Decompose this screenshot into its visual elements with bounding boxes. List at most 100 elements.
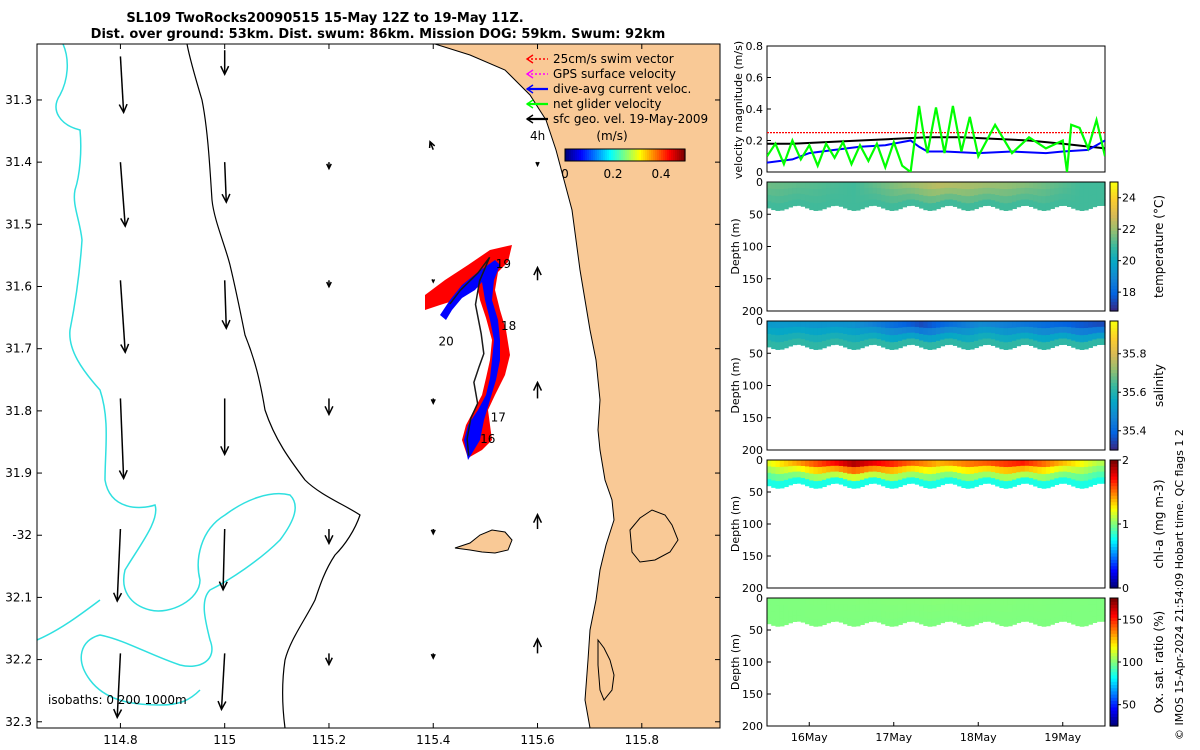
oxygen-cell xyxy=(771,604,777,613)
salinity-cell xyxy=(1037,327,1043,336)
chl-a-cell xyxy=(1024,471,1030,478)
oxygen-cell xyxy=(1003,619,1009,627)
temperature-cell xyxy=(1100,187,1106,195)
salinity-cell xyxy=(1012,321,1017,329)
oxygen-cell xyxy=(944,615,950,622)
salinity-cell xyxy=(1088,334,1093,342)
oxygen-cell xyxy=(986,609,992,616)
salinity-cell xyxy=(1016,327,1022,334)
chl-a-cell xyxy=(1041,467,1047,475)
chl-a-cell xyxy=(792,477,798,484)
velocity-series xyxy=(767,105,1105,172)
temperature-cell xyxy=(1016,200,1022,208)
temperature-cell xyxy=(965,203,971,211)
temperature-colorbar-cell xyxy=(1110,191,1118,196)
chl-a-cell xyxy=(969,480,975,489)
oxygen-cell xyxy=(868,598,874,605)
salinity-cell xyxy=(796,326,802,334)
oxygen-cell xyxy=(923,618,929,626)
salinity-cell xyxy=(1075,341,1081,350)
temperature-cell xyxy=(792,193,798,201)
oxygen-colorbar-cell xyxy=(1110,652,1118,657)
salinity-cell xyxy=(767,327,772,335)
salinity-cell xyxy=(906,332,912,340)
oxygen-cell xyxy=(1045,598,1051,606)
salinity-cell xyxy=(834,338,840,345)
temperature-cell xyxy=(1054,200,1060,208)
chl-a-cell xyxy=(1092,478,1098,485)
oxygen-cell xyxy=(847,604,853,613)
geostrophic-vectors xyxy=(112,50,543,720)
temperature-cell xyxy=(851,203,857,211)
temperature-cell xyxy=(940,188,946,195)
day-label-16: 16 xyxy=(480,432,495,446)
oxygen-cell xyxy=(796,609,802,616)
oxygen-cell xyxy=(830,609,836,617)
temperature-cell xyxy=(889,182,895,190)
speed-colorbar-cell xyxy=(589,149,592,161)
geo-vector-shaft xyxy=(119,56,125,113)
geo-vector-head xyxy=(120,343,130,355)
chl-a-cell xyxy=(851,467,857,475)
temperature-cell xyxy=(940,182,946,189)
oxygen-cell xyxy=(779,618,785,627)
oxygen-cell xyxy=(995,604,1000,612)
temperature-colorbar-cell xyxy=(1110,307,1118,312)
chl-a-cell xyxy=(936,473,941,481)
oxygen-cell xyxy=(902,604,908,611)
oxygen-cell xyxy=(1092,616,1098,623)
temperature-cell xyxy=(961,195,967,204)
temperature-cell xyxy=(1088,195,1093,203)
oxygen-cell xyxy=(1096,603,1102,611)
speed-colorbar-cell xyxy=(579,149,582,161)
oxygen-cell xyxy=(1088,598,1093,606)
temperature-cell xyxy=(872,182,878,189)
chl-a-cell xyxy=(1071,472,1077,481)
salinity-cell xyxy=(1041,321,1047,329)
geo-vector-head xyxy=(326,281,332,289)
temperature-colorbar-cell xyxy=(1110,246,1118,251)
chl-a-cell xyxy=(1045,480,1051,489)
legend-item-0: 25cm/s swim vector xyxy=(525,52,674,66)
oxygen-cell xyxy=(843,598,848,606)
temperature-cell xyxy=(936,182,941,190)
oxygen-colorbar-cell xyxy=(1110,700,1118,705)
speed-colorbar-tick-label: 0.4 xyxy=(651,167,670,181)
salinity-cell xyxy=(1054,321,1060,328)
oxygen-cell xyxy=(1028,604,1034,611)
salinity-colorbar-cell xyxy=(1110,398,1118,403)
speed-colorbar-cell xyxy=(635,149,638,161)
temperature-cell xyxy=(1071,195,1077,203)
chl-a-cell xyxy=(952,460,958,467)
oxygen-cell xyxy=(817,604,823,613)
salinity-colorbar-cell xyxy=(1110,420,1118,425)
salinity-cell xyxy=(995,334,1000,342)
chl-a-cell xyxy=(990,460,996,467)
chl-a-cell xyxy=(813,481,819,489)
salinity-cell xyxy=(919,321,924,329)
geo-vector-head xyxy=(324,534,334,546)
oxygen-cell xyxy=(957,604,962,612)
oxygen-cell xyxy=(936,611,941,619)
chl-a-cell xyxy=(855,466,861,475)
temperature-cell xyxy=(1028,194,1034,201)
salinity-cell xyxy=(940,333,946,341)
oxygen-cell xyxy=(788,616,793,624)
oxygen-cell xyxy=(936,617,941,625)
temperature-colorbar-cell xyxy=(1110,207,1118,212)
temperature-cell xyxy=(1066,182,1072,189)
oxygen-cell xyxy=(855,604,861,613)
chl-a-cell xyxy=(957,466,962,474)
temperature-colorbar-cell xyxy=(1110,188,1118,193)
chl-a-cell xyxy=(978,460,984,467)
temperature-cell xyxy=(826,194,831,202)
oxygen-cell xyxy=(906,598,912,605)
temperature-cell xyxy=(800,188,806,195)
salinity-cell xyxy=(995,327,1000,335)
temperature-cell xyxy=(843,194,848,203)
map-y-tick-label: 31.6 xyxy=(5,280,32,294)
oxygen-cell xyxy=(805,604,810,612)
temperature-colorbar-cell xyxy=(1110,217,1118,222)
map-y-tick-label: 32.1 xyxy=(5,590,32,604)
salinity-cell xyxy=(902,327,908,334)
